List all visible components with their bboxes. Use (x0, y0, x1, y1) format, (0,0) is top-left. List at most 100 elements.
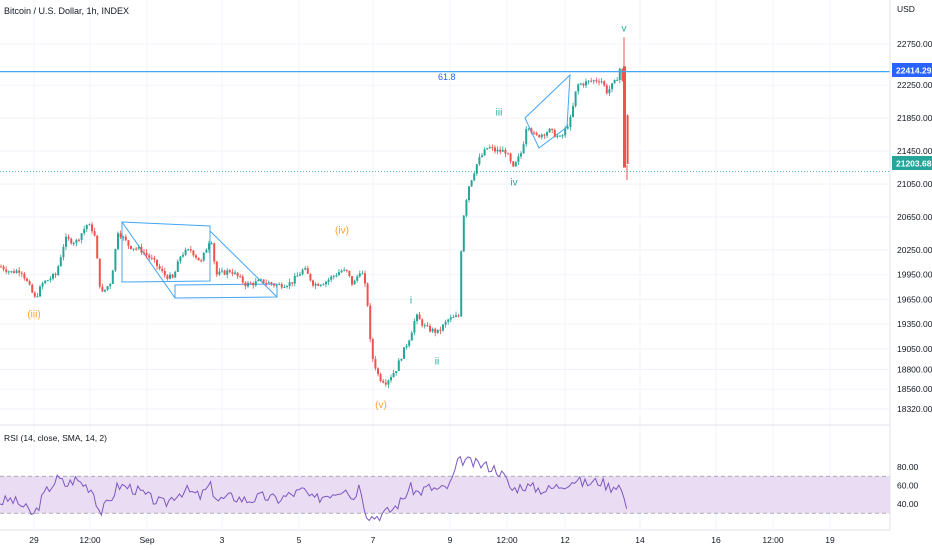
candle-141 (366, 282, 369, 307)
time-tick-11: 12:00 (762, 535, 784, 545)
candle-142 (369, 302, 372, 343)
rsi-title: RSI (14, close, SMA, 14, 2) (4, 433, 107, 443)
candle-44 (114, 248, 117, 272)
candle-195 (507, 152, 509, 155)
wave-label-1: (iv) (335, 226, 349, 237)
candle-200 (520, 151, 522, 159)
candle-193 (501, 146, 504, 152)
rising-wedge[interactable] (524, 73, 571, 149)
candle-170 (442, 323, 444, 332)
candle-151 (392, 369, 395, 378)
candle-221 (574, 91, 577, 108)
candle-69 (179, 255, 182, 264)
candle-14 (36, 292, 39, 298)
candle-201 (522, 141, 525, 154)
candle-196 (509, 152, 512, 164)
candle-180 (468, 186, 470, 203)
range-box-connector[interactable] (121, 221, 176, 299)
time-tick-9: 14 (635, 535, 645, 545)
candle-80 (208, 240, 210, 253)
rsi-line (0, 455, 628, 522)
candle-1 (2, 264, 5, 272)
candle-4 (10, 270, 13, 274)
range-box-left[interactable] (121, 221, 211, 283)
candle-0 (0, 264, 2, 268)
price-tick-5: 20650.00 (897, 212, 932, 222)
candle-125 (325, 280, 327, 288)
candle-235 (611, 83, 613, 93)
candle-198 (514, 161, 517, 167)
time-tick-8: 12 (560, 535, 570, 545)
candle-71 (184, 247, 187, 257)
candle-164 (426, 321, 429, 327)
candle-113 (293, 272, 296, 287)
candle-103 (267, 280, 270, 284)
candle-97 (252, 281, 255, 289)
candle-46 (119, 230, 122, 240)
candle-55 (143, 249, 145, 256)
candle-83 (215, 260, 218, 277)
candle-17 (44, 280, 47, 284)
time-tick-6: 9 (448, 535, 453, 545)
price-levels[interactable] (0, 71, 890, 172)
candle-144 (374, 356, 377, 371)
candle-109 (283, 284, 286, 288)
candle-104 (270, 281, 273, 286)
candle-117 (304, 266, 307, 271)
candle-191 (496, 146, 499, 155)
price-scale[interactable]: 22750.00 22250.00 21850.00 21450.00 21050.00… (897, 39, 932, 414)
rsi-tick-0: 80.00 (897, 462, 919, 472)
candle-185 (481, 153, 483, 158)
wave-label-7: v (622, 24, 627, 35)
candle-232 (603, 80, 606, 87)
candle-173 (449, 314, 452, 323)
candle-85 (221, 267, 223, 274)
candle-40 (104, 289, 106, 293)
range-box-middle[interactable] (174, 283, 278, 299)
candle-28 (72, 241, 75, 246)
candle-98 (254, 277, 257, 287)
candle-137 (356, 274, 359, 283)
candle-206 (535, 131, 538, 136)
candle-94 (244, 281, 247, 290)
candle-93 (241, 274, 244, 285)
time-axis[interactable]: 29 12:00 Sep 3 5 7 9 12:00 12 14 16 12:00 19 (29, 535, 835, 545)
candle-186 (483, 147, 486, 157)
candle-112 (291, 282, 294, 287)
candle-175 (455, 311, 457, 318)
candle-192 (499, 146, 502, 155)
candle-108 (280, 282, 283, 290)
candle-72 (187, 248, 190, 252)
candle-138 (358, 270, 361, 278)
rsi-scale[interactable]: 80.00 60.00 40.00 (897, 462, 919, 509)
candle-149 (387, 379, 390, 389)
candle-230 (598, 78, 600, 86)
price-tick-8: 19650.00 (897, 294, 932, 304)
candle-53 (137, 244, 140, 251)
candle-121 (314, 282, 317, 290)
candle-49 (127, 240, 130, 250)
last-price-label: 21203.68 (896, 159, 932, 169)
rsi-series (0, 455, 628, 522)
pattern-drawings[interactable] (121, 73, 571, 299)
candle-84 (218, 268, 221, 276)
candle-87 (226, 268, 229, 279)
price-tick-9: 19350.00 (897, 319, 932, 329)
candle-218 (566, 124, 569, 130)
candle-203 (527, 127, 530, 132)
candle-57 (148, 253, 151, 261)
candle-99 (257, 278, 260, 282)
candle-62 (161, 265, 164, 273)
candle-106 (275, 284, 278, 288)
wave-label-2: (v) (375, 400, 387, 411)
candle-241 (626, 114, 629, 164)
candle-12 (31, 283, 34, 294)
candle-31 (80, 232, 83, 244)
candle-214 (556, 133, 559, 139)
price-tick-3: 21450.00 (897, 146, 932, 156)
candle-179 (465, 198, 468, 218)
candle-199 (517, 153, 520, 165)
candle-184 (478, 153, 481, 166)
